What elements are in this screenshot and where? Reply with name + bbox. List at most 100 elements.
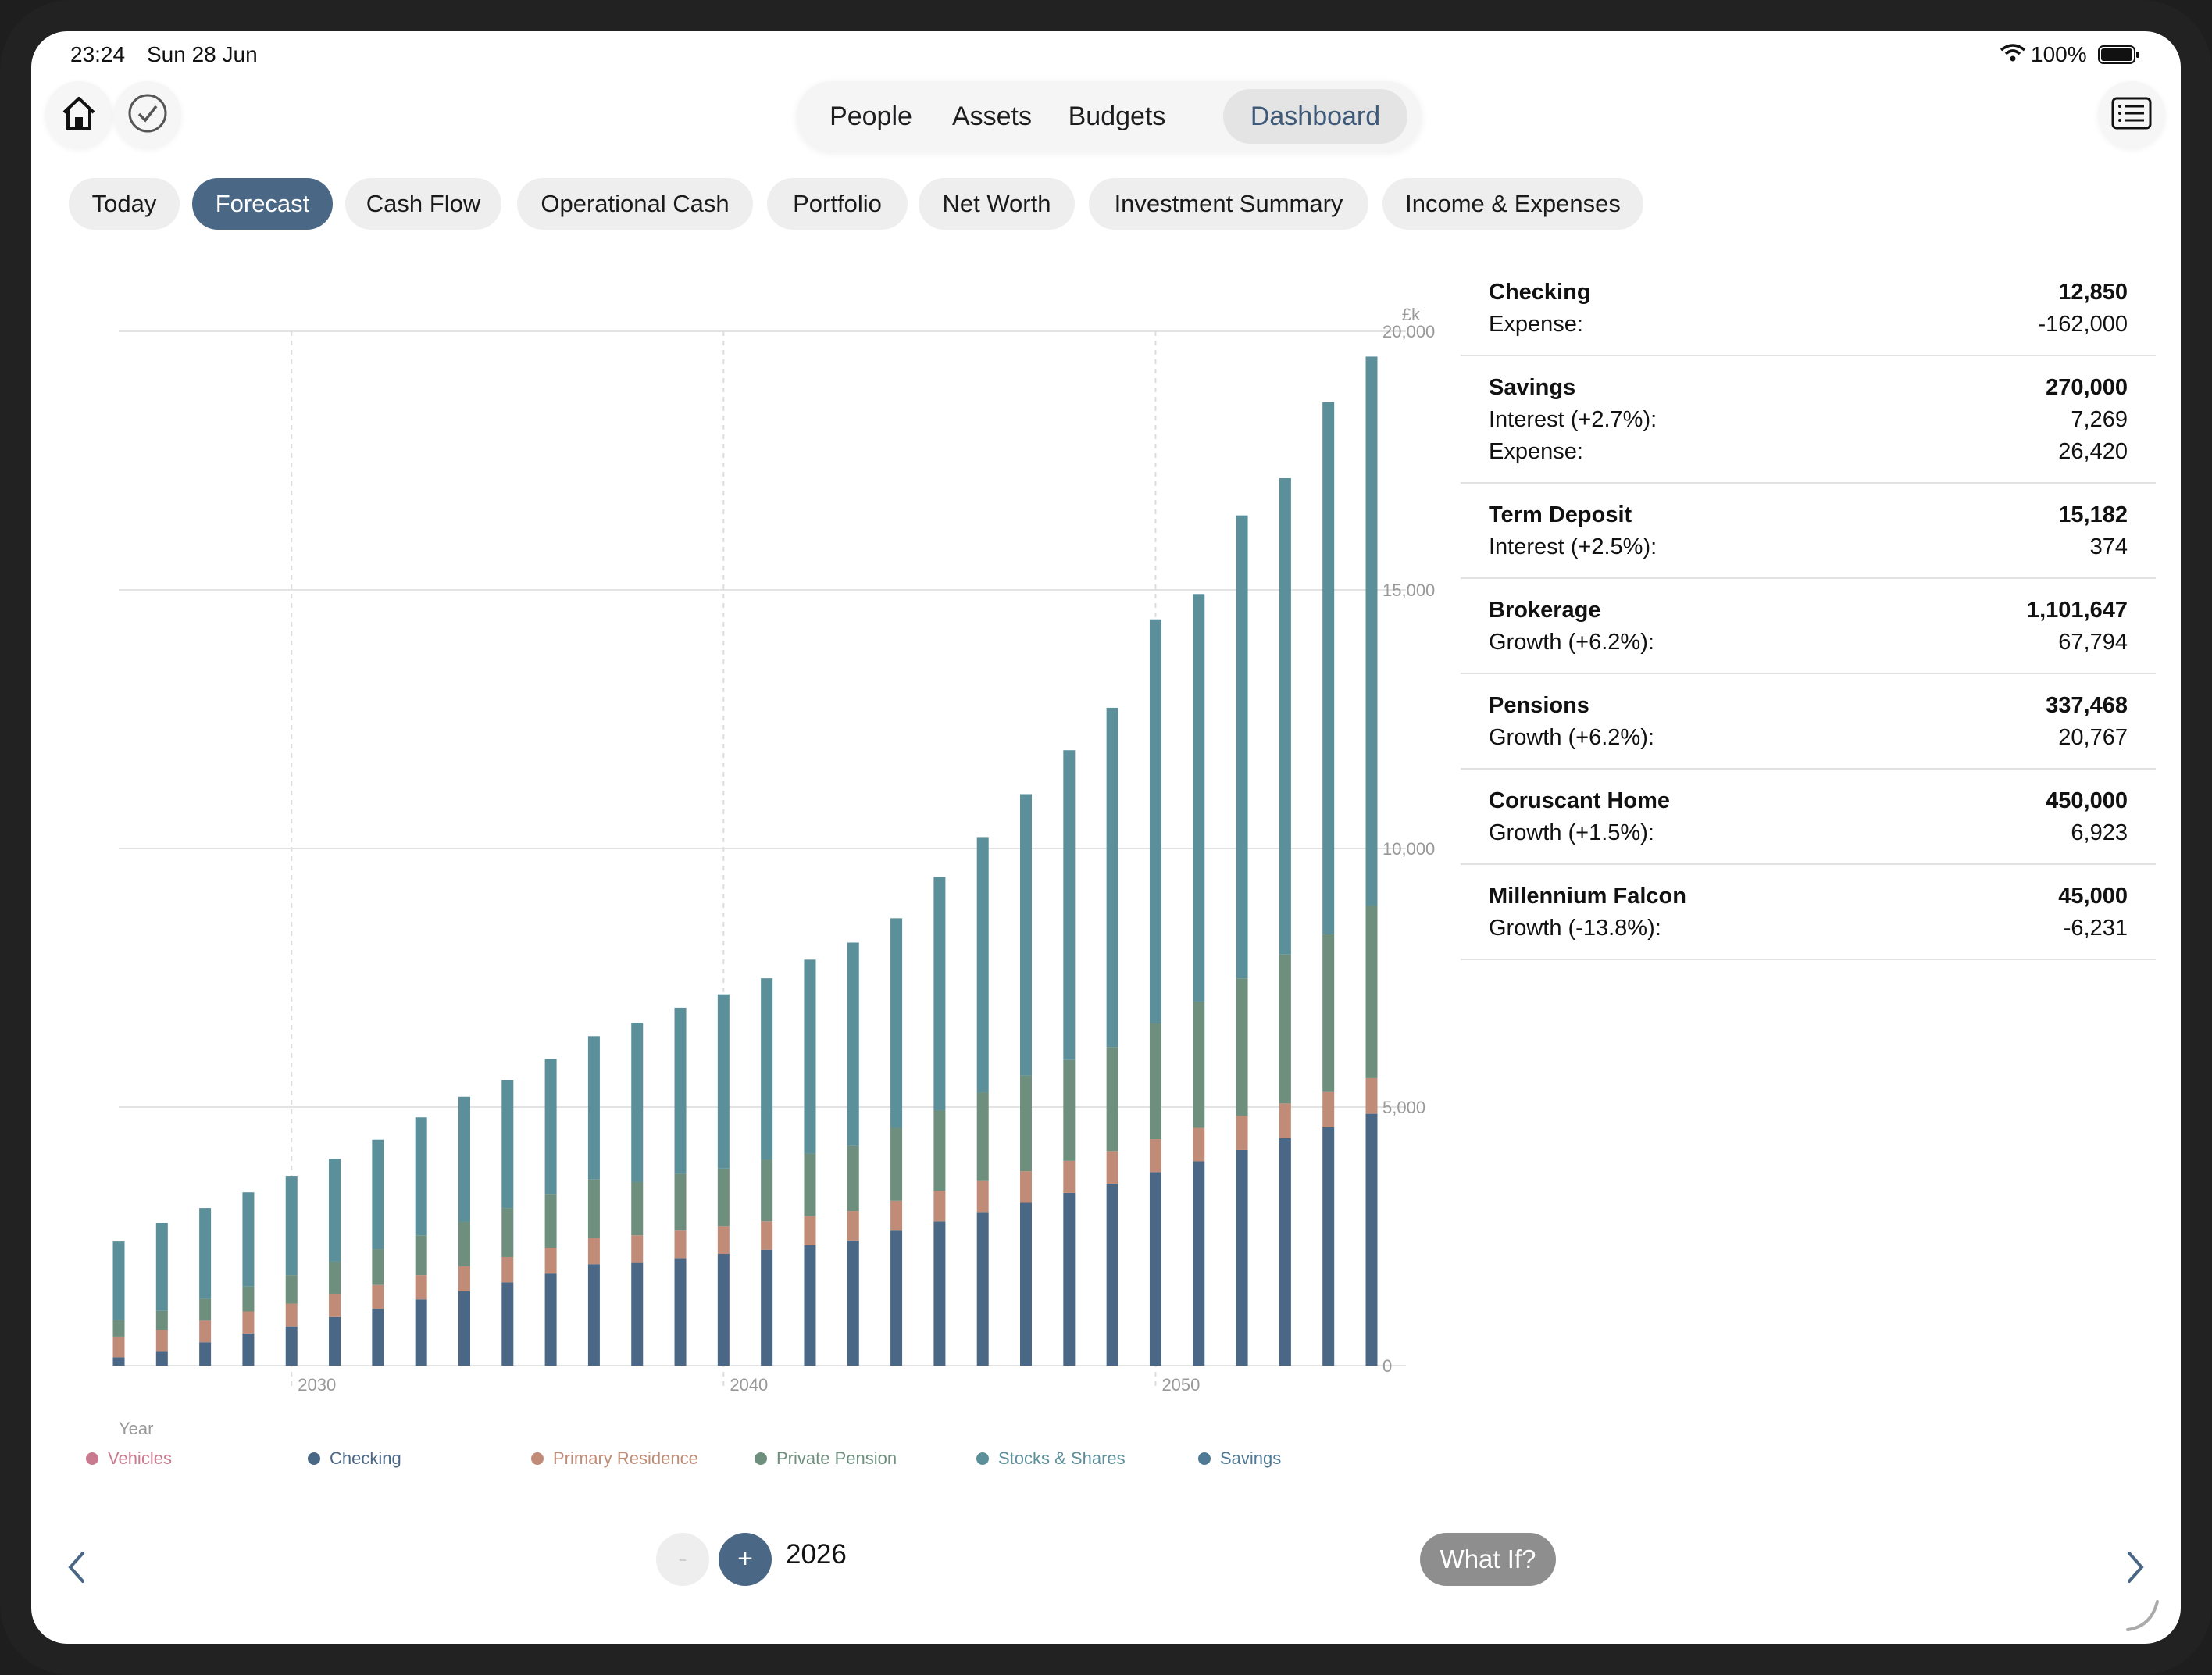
tab-assets[interactable]: Assets: [951, 102, 1033, 131]
bar-segment-stocks-shares: [372, 1139, 384, 1250]
bar-segment-stocks-shares: [329, 1159, 341, 1262]
bar-segment-primary-residence: [155, 1330, 168, 1352]
bar-segment-stocks-shares: [285, 1176, 298, 1276]
tab-people[interactable]: People: [830, 102, 912, 131]
bar-segment-stocks-shares: [112, 1241, 125, 1320]
bar-segment-primary-residence: [458, 1266, 470, 1291]
y-unit-label: £k: [1402, 305, 1421, 324]
legend-dot-vehicles: [86, 1452, 98, 1465]
legend-dot-stocks-shares: [976, 1452, 989, 1465]
bar-segment-private-pension: [674, 1173, 687, 1231]
bar-segment-checking: [458, 1291, 470, 1366]
bar-segment-primary-residence: [1063, 1160, 1076, 1193]
account-value: 450,000: [2046, 788, 2128, 813]
bar-segment-primary-residence: [285, 1303, 298, 1327]
bar-segment-primary-residence: [372, 1284, 384, 1309]
bar-segment-checking: [1279, 1138, 1291, 1366]
bar-segment-private-pension: [199, 1298, 212, 1321]
account-name: Millennium Falcon: [1489, 884, 1686, 909]
bar-segment-private-pension: [112, 1320, 125, 1337]
legend-dot-primary-residence: [531, 1452, 544, 1465]
bar-segment-private-pension: [587, 1179, 600, 1238]
account-name: Pensions: [1489, 693, 1589, 718]
account-row-savings[interactable]: Savings 270,000 Interest (+2.7%): 7,269 Expe…: [1461, 356, 2156, 484]
account-detail-value: -162,000: [2038, 312, 2128, 337]
bar-segment-stocks-shares: [199, 1208, 212, 1299]
tab-budgets[interactable]: Budgets: [1068, 102, 1166, 131]
account-header: Coruscant Home 450,000: [1461, 785, 2156, 817]
list-button[interactable]: [2098, 81, 2165, 148]
what-if-button[interactable]: What If?: [1420, 1533, 1556, 1586]
chip-today[interactable]: Today: [69, 178, 180, 230]
bar-segment-checking: [761, 1249, 773, 1366]
account-header: Checking 12,850: [1461, 277, 2156, 309]
account-detail-label: Growth (+6.2%):: [1489, 725, 1654, 750]
home-icon: [59, 94, 98, 137]
account-detail-line: Growth (+6.2%): 67,794: [1461, 627, 2156, 659]
tab-dashboard[interactable]: Dashboard: [1223, 89, 1407, 144]
legend-label-checking: Checking: [330, 1448, 401, 1468]
chip-income-expenses[interactable]: Income & Expenses: [1382, 178, 1643, 230]
bar-segment-primary-residence: [761, 1221, 773, 1250]
account-name: Checking: [1489, 280, 1591, 305]
account-row-pensions[interactable]: Pensions 337,468 Growth (+6.2%): 20,767: [1461, 674, 2156, 770]
bar-segment-stocks-shares: [674, 1007, 687, 1174]
y-tick-label: 10,000: [1382, 839, 1435, 859]
previous-chevron-icon[interactable]: [61, 1544, 92, 1591]
bar-segment-private-pension: [1365, 905, 1378, 1078]
bar-segment-checking: [285, 1326, 298, 1366]
chip-portfolio[interactable]: Portfolio: [767, 178, 908, 230]
account-detail-value: 6,923: [2071, 820, 2128, 845]
checkmark-circle-icon: [127, 92, 169, 138]
account-row-brokerage[interactable]: Brokerage 1,101,647 Growth (+6.2%): 67,794: [1461, 579, 2156, 674]
bar-segment-primary-residence: [976, 1180, 989, 1212]
next-chevron-icon[interactable]: [2120, 1544, 2151, 1591]
bar-segment-stocks-shares: [847, 942, 859, 1146]
chip-net-worth[interactable]: Net Worth: [919, 178, 1075, 230]
bar-segment-stocks-shares: [761, 978, 773, 1160]
bar-segment-primary-residence: [112, 1336, 125, 1358]
bar-segment-private-pension: [458, 1221, 470, 1266]
bar-segment-private-pension: [544, 1194, 557, 1248]
bar-segment-private-pension: [285, 1275, 298, 1304]
account-detail-label: Growth (+6.2%):: [1489, 630, 1654, 655]
y-tick-label: 15,000: [1382, 580, 1435, 600]
bar-segment-checking: [501, 1282, 514, 1366]
bar-segment-private-pension: [761, 1159, 773, 1222]
account-row-coruscant-home[interactable]: Coruscant Home 450,000 Growth (+1.5%): 6,92…: [1461, 770, 2156, 865]
chip-forecast[interactable]: Forecast: [192, 178, 333, 230]
bar-segment-stocks-shares: [1020, 794, 1033, 1076]
chip-operational-cash[interactable]: Operational Cash: [517, 178, 753, 230]
account-row-term-deposit[interactable]: Term Deposit 15,182 Interest (+2.5%): 374: [1461, 484, 2156, 579]
account-value: 270,000: [2046, 375, 2128, 400]
legend-label-primary-residence: Primary Residence: [553, 1448, 698, 1468]
bar-segment-stocks-shares: [501, 1080, 514, 1209]
account-row-checking[interactable]: Checking 12,850 Expense: -162,000: [1461, 266, 2156, 356]
bar-segment-private-pension: [1236, 978, 1248, 1116]
chip-cash-flow[interactable]: Cash Flow: [345, 178, 501, 230]
year-increment-button[interactable]: +: [719, 1533, 772, 1586]
year-decrement-button[interactable]: -: [656, 1533, 709, 1586]
battery-icon: [2098, 45, 2140, 64]
bar-segment-private-pension: [1279, 954, 1291, 1104]
home-button[interactable]: [45, 81, 112, 148]
bar-segment-checking: [587, 1264, 600, 1366]
account-detail-label: Growth (-13.8%):: [1489, 916, 1661, 941]
bar-segment-stocks-shares: [1322, 402, 1335, 934]
app-screen: 23:24 Sun 28 Jun 100%: [31, 31, 2181, 1644]
checkmark-button[interactable]: [114, 81, 181, 148]
account-detail-label: Expense:: [1489, 312, 1583, 337]
forecast-chart: 20,000 15,000 10,000 5,000 0 £k 2030 2040 2050 Ye…: [112, 305, 1435, 1438]
chip-investment-summary[interactable]: Investment Summary: [1089, 178, 1368, 230]
bar-segment-private-pension: [1063, 1059, 1076, 1161]
account-detail-line: Interest (+2.7%): 7,269: [1461, 404, 2156, 436]
legend-item-savings: Savings: [1198, 1448, 1281, 1469]
account-row-millennium-falcon[interactable]: Millennium Falcon 45,000 Growth (-13.8%): -…: [1461, 865, 2156, 960]
top-tab-bar: People Assets Budgets Dashboard: [797, 81, 1422, 152]
bar-segment-stocks-shares: [1193, 594, 1205, 1002]
bar-segment-primary-residence: [501, 1256, 514, 1283]
bar-segment-stocks-shares: [1106, 707, 1118, 1048]
bar-segment-stocks-shares: [717, 994, 730, 1169]
bar-segment-private-pension: [631, 1181, 644, 1236]
bar-segment-checking: [631, 1262, 644, 1366]
